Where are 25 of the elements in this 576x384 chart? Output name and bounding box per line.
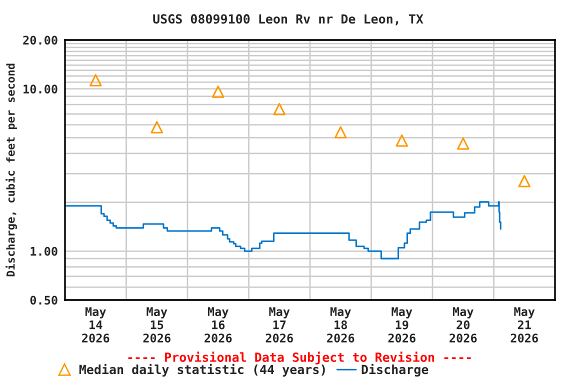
legend-label: Discharge — [362, 364, 428, 377]
y-axis-title: Discharge, cubic feet per second — [6, 64, 17, 276]
point — [150, 121, 164, 134]
y-tick-label: 0.50 — [30, 296, 58, 305]
x-tick-label: May 20 2026 — [450, 307, 477, 343]
chart-title: USGS 08099100 Leon Rv nr De Leon, TX — [153, 14, 424, 26]
y-tick-label: 10.00 — [24, 84, 58, 94]
point — [396, 134, 408, 147]
point — [518, 174, 531, 188]
point — [334, 126, 347, 138]
x-tick-label: May 19 2026 — [388, 307, 416, 343]
y-tick-label: 20.00 — [23, 36, 58, 45]
point — [89, 74, 102, 86]
x-tick-label: May 14 2026 — [82, 307, 110, 343]
x-tick-label: May 18 2026 — [327, 307, 354, 343]
y-tick-label: 1.00 — [30, 246, 58, 256]
point — [212, 86, 224, 98]
legend-label: Median daily statistic (44 years) — [79, 364, 325, 377]
point — [273, 102, 286, 116]
x-tick-label: May 15 2026 — [143, 307, 170, 343]
x-tick-label: May 16 2026 — [204, 307, 232, 343]
x-tick-label: May 21 2026 — [510, 307, 538, 343]
point — [456, 137, 470, 150]
x-tick-label: May 17 2026 — [266, 307, 293, 343]
text: ---- Provisional Data Subject to Revision ---- — [128, 352, 471, 364]
